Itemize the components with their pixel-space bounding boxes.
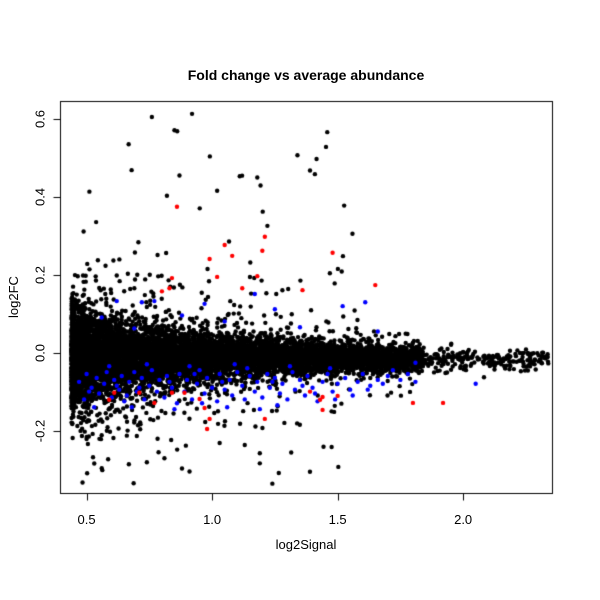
x-tick-label: 1.0 (203, 512, 222, 527)
plot-title: Fold change vs average abundance (187, 67, 425, 83)
x-tick-label: 2.0 (454, 512, 473, 527)
y-tick-label: 0.0 (32, 343, 48, 362)
y-tick-label: 0.6 (32, 109, 48, 128)
x-tick-label: 1.5 (328, 512, 347, 527)
y-tick-label: 0.4 (32, 187, 48, 206)
x-axis-label: log2Signal (275, 537, 337, 552)
y-axis-label: log2FC (6, 276, 21, 318)
y-tick-label: 0.2 (32, 265, 48, 284)
x-tick-label: 0.5 (77, 512, 96, 527)
y-tick-label: -0.2 (32, 419, 48, 442)
